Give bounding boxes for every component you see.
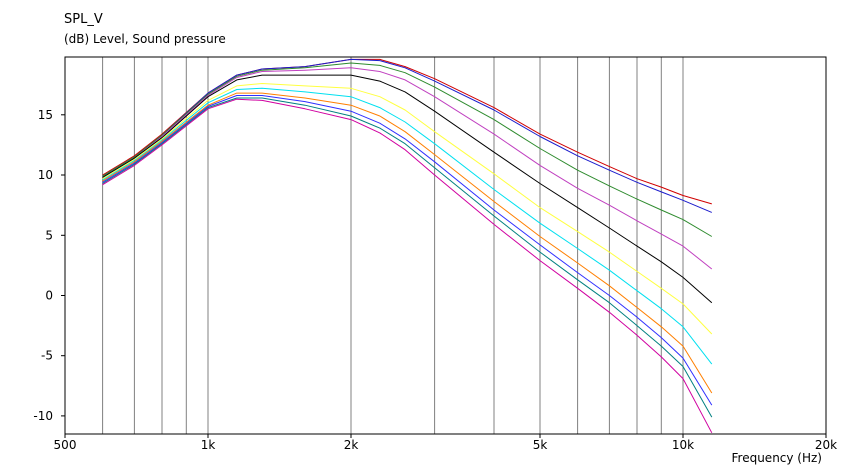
y-tick-label: 15 <box>38 108 53 122</box>
series-line-9 <box>102 95 713 406</box>
series-line-7 <box>102 87 713 365</box>
y-tick-label: -5 <box>41 349 53 363</box>
x-axis-label: Frequency (Hz) <box>731 451 823 465</box>
x-tick-label: 2k <box>344 438 359 452</box>
y-axis-label: (dB) Level, Sound pressure <box>64 32 226 46</box>
chart-title: SPL_V <box>64 12 103 27</box>
x-tick-label: 1k <box>201 438 216 452</box>
series-line-4 <box>102 67 713 270</box>
plot-frame <box>64 56 827 435</box>
series-line-5 <box>102 74 713 304</box>
y-tick-label: 5 <box>45 228 53 242</box>
y-tick-label: -10 <box>33 409 53 423</box>
x-tick-label: 10k <box>672 438 694 452</box>
series-line-2 <box>102 58 712 213</box>
series-line-6 <box>102 83 713 335</box>
x-tick-label: 5k <box>533 438 548 452</box>
x-tick-label: 500 <box>54 438 77 452</box>
series-line-11 <box>102 98 713 434</box>
y-tick-label: 0 <box>45 289 53 303</box>
series-line-3 <box>102 62 713 237</box>
series-line-10 <box>102 97 713 418</box>
y-tick-label: 10 <box>38 168 53 182</box>
x-tick-label: 20k <box>815 438 837 452</box>
series-line-8 <box>102 92 713 394</box>
